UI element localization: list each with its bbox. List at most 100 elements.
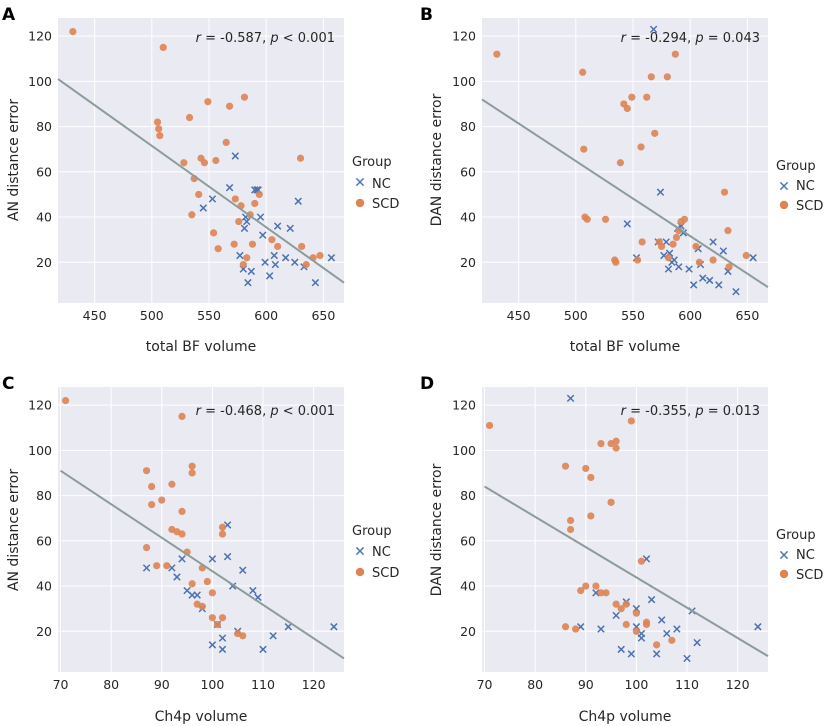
plot-area-b (482, 18, 768, 303)
point-nc-a-14 (256, 213, 265, 221)
point-scd-a-12 (204, 98, 212, 106)
legend-nc-marker-b (779, 181, 789, 191)
legend-scd-dot-d (779, 569, 789, 579)
points-b (493, 25, 757, 296)
point-scd-a-26 (248, 240, 257, 248)
point-nc-a-4 (236, 251, 244, 260)
point-nc-d-20 (693, 638, 701, 647)
point-scd-b-32 (724, 227, 732, 235)
point-scd-b-20 (663, 73, 671, 81)
stat-p-label-b: p (694, 31, 703, 46)
y-tick-b-4: 100 (452, 74, 476, 89)
panel-d: D r = -0.355, p = 0.013 70 80 90 100 110 120 2… (420, 374, 823, 725)
y-tick-b-1: 40 (460, 210, 476, 225)
y-tick-a-3: 80 (36, 119, 52, 134)
point-scd-b-27 (680, 215, 689, 223)
point-nc-c-12 (218, 634, 227, 642)
legend-title-b: Group (776, 159, 816, 174)
point-nc-a-17 (265, 272, 274, 280)
x-axis-label-a: total BF volume (146, 339, 256, 355)
point-scd-d-6 (577, 586, 585, 595)
point-scd-d-9 (587, 473, 595, 482)
point-scd-d-3 (566, 516, 575, 525)
point-nc-a-10 (247, 267, 256, 276)
point-scd-c-1 (142, 467, 151, 475)
point-scd-c-25 (218, 614, 227, 622)
point-scd-b-4 (583, 215, 591, 223)
point-scd-c-2 (142, 543, 151, 552)
point-scd-d-23 (627, 417, 635, 425)
legend-nc-x-b (779, 181, 789, 191)
point-nc-d-3 (597, 625, 605, 633)
ticks-d: 70 80 90 100 110 120 20 40 60 80 100 120 (452, 398, 749, 692)
point-scd-a-23 (240, 93, 249, 101)
legend-scd-marker-a (355, 198, 365, 208)
point-scd-b-17 (651, 129, 659, 137)
y-tick-c-4: 100 (28, 443, 52, 458)
point-nc-d-18 (683, 654, 691, 663)
y-tick-c-1: 40 (36, 579, 52, 594)
point-scd-d-25 (632, 609, 640, 617)
point-scd-d-1 (561, 462, 570, 470)
x-tick-b-1: 500 (564, 308, 588, 323)
legend-nc-x-d (779, 550, 789, 560)
x-tick-d-4: 110 (675, 677, 699, 692)
y-tick-a-0: 20 (36, 255, 52, 270)
point-scd-d-14 (602, 589, 610, 597)
point-scd-d-18 (612, 444, 620, 452)
stat-r-label-a: r (196, 31, 203, 46)
point-scd-c-27 (218, 530, 227, 538)
panel-b: B r = -0.294, p = 0.043 450 500 550 600 650 2… (420, 5, 823, 355)
y-axis-label-c: AN distance error (6, 469, 22, 591)
x-tick-c-1: 80 (103, 677, 119, 692)
point-nc-c-0 (142, 564, 151, 572)
x-axis-label-d: Ch4p volume (579, 709, 672, 725)
point-nc-a-24 (294, 197, 302, 205)
point-nc-c-9 (208, 555, 217, 563)
point-scd-b-19 (658, 242, 666, 251)
point-scd-c-22 (208, 589, 216, 597)
x-tick-d-5: 120 (726, 677, 750, 692)
legend-nc-x-a (355, 177, 365, 187)
stat-p-value-c: < 0.001 (279, 404, 335, 419)
point-scd-a-22 (239, 260, 247, 269)
point-scd-d-4 (566, 525, 575, 534)
y-tick-d-1: 40 (460, 579, 476, 594)
point-nc-c-11 (218, 645, 227, 654)
point-nc-c-2 (173, 573, 181, 581)
stat-r-value-d: = -0.355, (626, 404, 695, 419)
x-tick-b-4: 650 (735, 308, 759, 323)
point-nc-a-18 (270, 251, 278, 260)
legend-scd-dot-a (355, 198, 365, 208)
point-scd-a-16 (222, 138, 230, 147)
point-nc-a-9 (244, 278, 252, 287)
point-scd-c-15 (188, 580, 196, 588)
point-nc-d-2 (592, 589, 600, 597)
point-nc-b-26 (749, 254, 757, 262)
plot-area-c (58, 387, 344, 672)
point-nc-d-0 (566, 394, 575, 403)
stat-r-value-b: = -0.294, (626, 31, 695, 46)
point-scd-c-23 (208, 614, 216, 622)
point-scd-a-32 (298, 242, 306, 251)
y-tick-a-2: 60 (36, 164, 52, 179)
legend-scd-dot-b (779, 200, 789, 210)
point-nc-b-19 (699, 274, 707, 282)
stat-annotation-a: r = -0.587, p < 0.001 (196, 31, 335, 46)
ticks-c: 70 80 90 100 110 120 20 40 60 80 100 120 (28, 398, 325, 692)
point-scd-c-12 (178, 412, 186, 421)
point-nc-c-21 (269, 632, 277, 640)
panel-label-c: C (2, 374, 14, 394)
point-nc-d-14 (652, 650, 661, 658)
point-nc-b-2 (649, 25, 658, 34)
point-nc-c-20 (259, 645, 267, 654)
point-scd-b-10 (623, 104, 631, 113)
point-nc-b-4 (656, 188, 665, 196)
stat-p-value-d: = 0.013 (704, 404, 760, 419)
stat-r-label-c: r (196, 404, 203, 419)
point-nc-a-6 (240, 224, 249, 233)
point-scd-d-5 (572, 625, 580, 633)
point-nc-a-8 (243, 217, 251, 226)
x-tick-d-0: 70 (477, 677, 493, 692)
point-nc-c-17 (239, 566, 247, 574)
